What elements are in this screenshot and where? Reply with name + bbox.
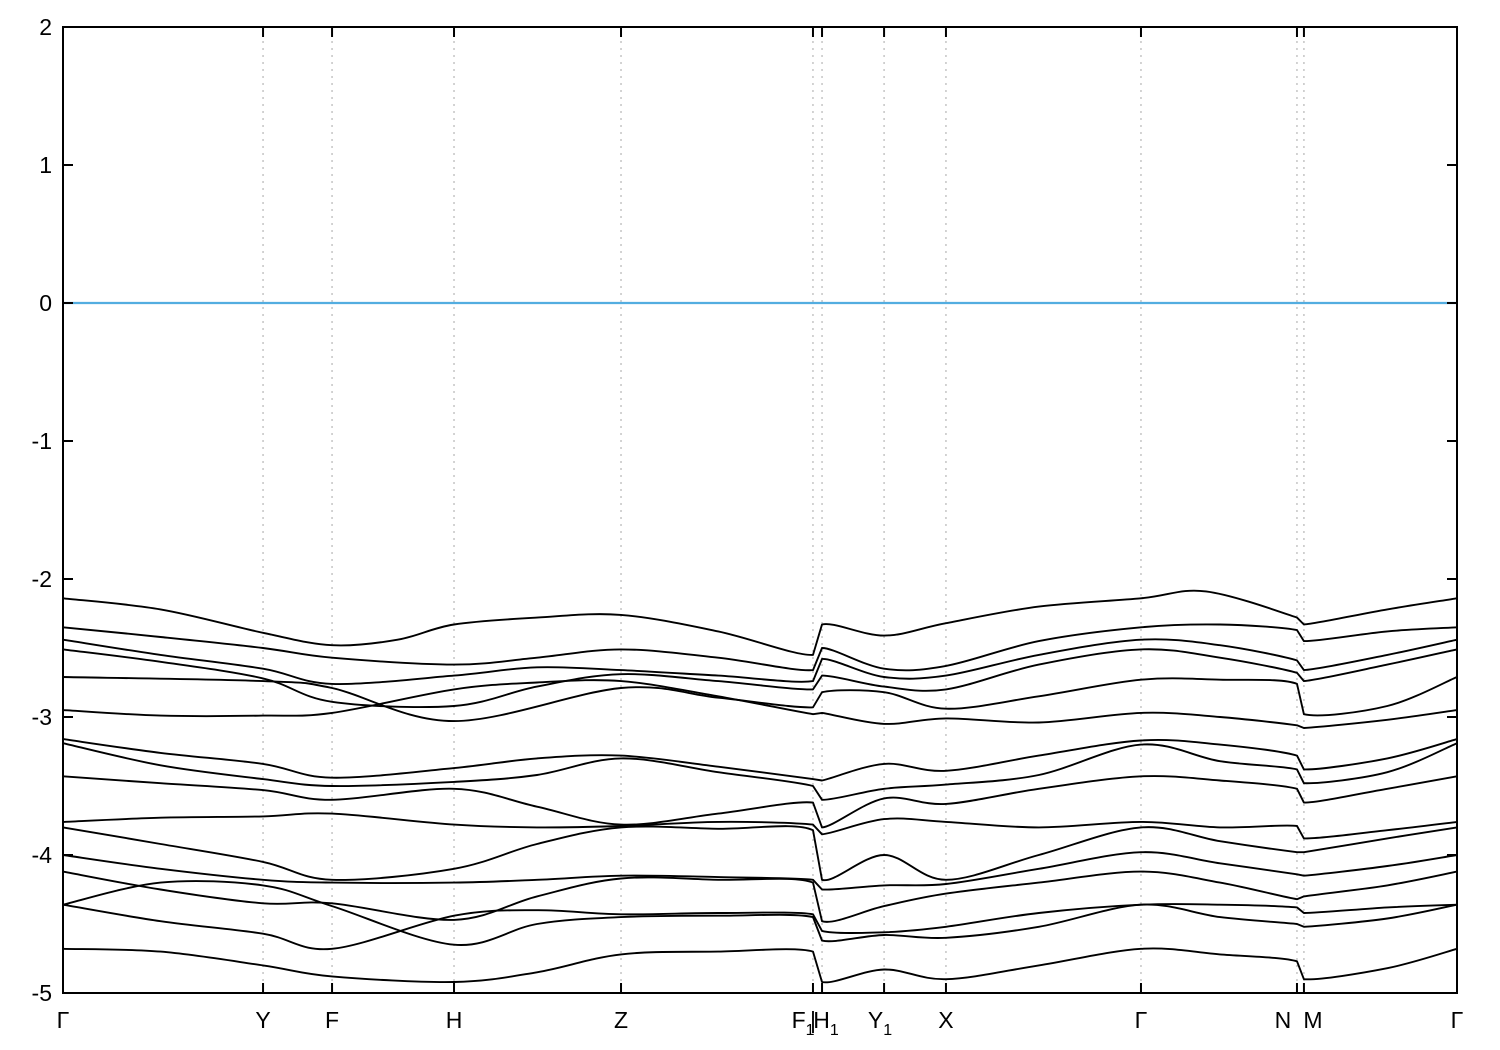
band-14-curve xyxy=(62,903,1458,951)
band-16-curve xyxy=(62,947,1458,984)
plot-border xyxy=(62,26,1458,994)
x-tick-label: M xyxy=(1303,1007,1322,1033)
y-tick-label: 2 xyxy=(39,14,52,40)
x-tick-label: N xyxy=(1275,1007,1292,1033)
band-4-curve xyxy=(62,648,1458,708)
y-tick-label: -5 xyxy=(32,980,52,1006)
x-tick-label: Γ xyxy=(1451,1007,1464,1033)
band-6-curve xyxy=(62,679,1458,729)
x-tick-label: Γ xyxy=(1135,1007,1148,1033)
x-tick-label: F xyxy=(325,1007,339,1033)
band-8-curve xyxy=(62,742,1458,801)
x-tick-label: F1 xyxy=(792,1007,815,1039)
band-1-curve xyxy=(62,589,1458,656)
band-9-curve xyxy=(62,775,1458,829)
band-10-curve xyxy=(62,812,1458,840)
x-tick-label: Γ xyxy=(57,1007,70,1033)
x-tick-label: Y xyxy=(255,1007,270,1033)
x-tick-label: Y1 xyxy=(868,1007,892,1039)
x-tick-label: H xyxy=(446,1007,463,1033)
band-13-curve xyxy=(62,870,1458,923)
x-tick-label: H1 xyxy=(813,1007,839,1039)
y-tick-label: -3 xyxy=(32,704,52,730)
band-5-curve xyxy=(62,676,1458,723)
band-7-curve xyxy=(62,738,1458,782)
x-tick-label: X xyxy=(938,1007,953,1033)
y-tick-label: -1 xyxy=(32,428,52,454)
band-2-curve xyxy=(62,623,1458,672)
y-tick-label: -2 xyxy=(32,566,52,592)
band-11-curve xyxy=(62,825,1458,882)
x-tick-label: Z xyxy=(614,1007,628,1033)
x-tick-label: | xyxy=(810,1007,816,1033)
y-tick-label: 1 xyxy=(39,152,52,178)
band-15-curve xyxy=(62,880,1458,946)
y-tick-label: -4 xyxy=(32,842,53,868)
y-tick-label: 0 xyxy=(39,290,52,316)
band-3-curve xyxy=(62,638,1458,685)
